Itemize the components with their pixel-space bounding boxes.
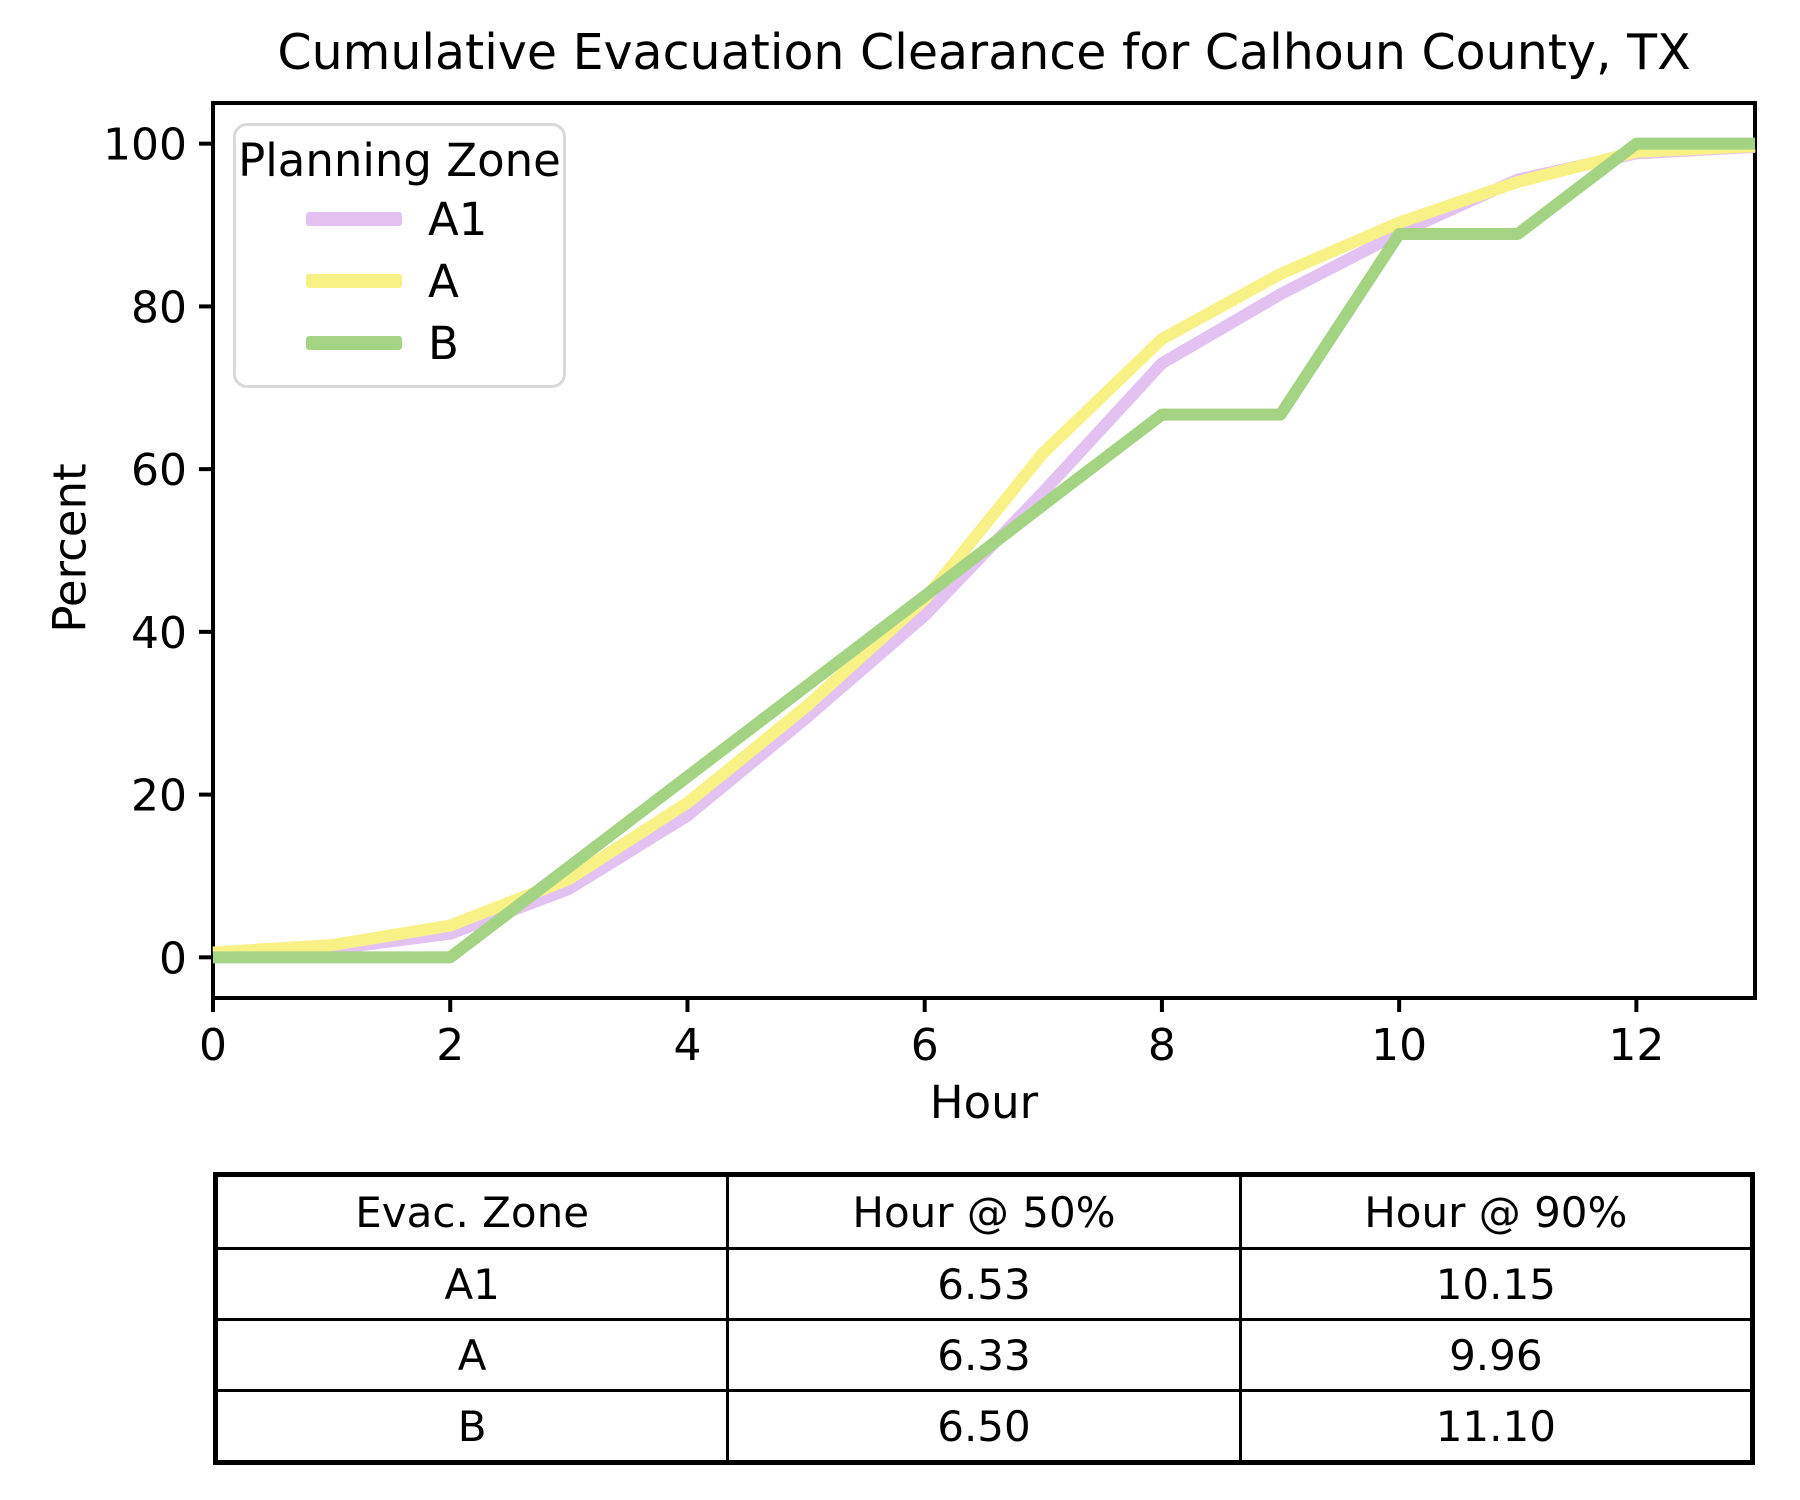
summary-h50-cell: 6.50: [726, 1389, 1242, 1464]
legend-title: Planning Zone: [238, 134, 561, 187]
legend-item-label: B: [428, 316, 459, 370]
summary-row-B: B 6.50 11.10: [213, 1389, 1755, 1464]
y-tick-label: 60: [131, 445, 187, 496]
summary-row-A: A 6.33 9.96: [213, 1318, 1755, 1392]
summary-table: Evac. Zone Hour @ 50% Hour @ 90% A1 6.53 10.…: [213, 1172, 1755, 1465]
legend-item-B: B: [236, 312, 563, 374]
y-tick-label: 80: [131, 282, 187, 333]
legend-swatch-B: [306, 336, 402, 350]
plot-area: 0 2 4 6 8 10 12 0 20 40 60 80 100: [103, 101, 1757, 1071]
x-tick-label: 8: [1148, 1020, 1176, 1071]
summary-h90-cell: 9.96: [1238, 1318, 1755, 1392]
summary-column-header: Hour @ 50%: [726, 1173, 1242, 1250]
x-axis-label: Hour: [929, 1076, 1039, 1129]
y-tick-label: 0: [159, 933, 187, 984]
series-line-B: [213, 137, 1755, 964]
y-axis-label: Percent: [43, 463, 97, 633]
summary-h50-cell: 6.33: [726, 1318, 1242, 1392]
summary-table-header-row: Evac. Zone Hour @ 50% Hour @ 90%: [213, 1173, 1755, 1250]
summary-h50-cell: 6.53: [726, 1247, 1242, 1321]
legend-item-A: A: [236, 250, 563, 312]
y-tick-label: 40: [131, 608, 187, 659]
summary-zone-cell: A: [213, 1318, 730, 1392]
x-tick-label: 6: [911, 1020, 939, 1071]
y-tick-label: 100: [103, 120, 187, 171]
legend: Planning Zone A1 A B: [233, 123, 566, 388]
x-tick-label: 0: [199, 1020, 227, 1071]
x-tick-label: 4: [673, 1020, 701, 1071]
summary-h90-cell: 10.15: [1238, 1247, 1755, 1321]
series-line-A: [212, 140, 1756, 959]
summary-zone-cell: B: [213, 1389, 730, 1464]
legend-items: A1 A B: [236, 188, 563, 374]
legend-item-label: A: [428, 254, 459, 308]
summary-row-A1: A1 6.53 10.15: [213, 1247, 1755, 1321]
plot-frame: [211, 101, 1757, 1000]
y-tick-label: 20: [131, 771, 187, 822]
chart-title: Cumulative Evacuation Clearance for Calh…: [277, 24, 1691, 81]
legend-item-A1: A1: [236, 188, 563, 250]
summary-table-body: A1 6.53 10.15 A 6.33 9.96 B 6.50 11.10: [213, 1247, 1755, 1464]
summary-column-header: Hour @ 90%: [1238, 1173, 1755, 1250]
x-tick-label: 2: [436, 1020, 464, 1071]
x-tick-label: 10: [1371, 1020, 1427, 1071]
x-tick-label: 12: [1608, 1020, 1664, 1071]
summary-zone-cell: A1: [213, 1247, 730, 1321]
legend-item-label: A1: [428, 192, 488, 246]
summary-h90-cell: 11.10: [1238, 1389, 1755, 1464]
summary-column-header: Evac. Zone: [213, 1173, 730, 1250]
legend-swatch-A1: [306, 212, 402, 226]
legend-swatch-A: [306, 274, 402, 288]
